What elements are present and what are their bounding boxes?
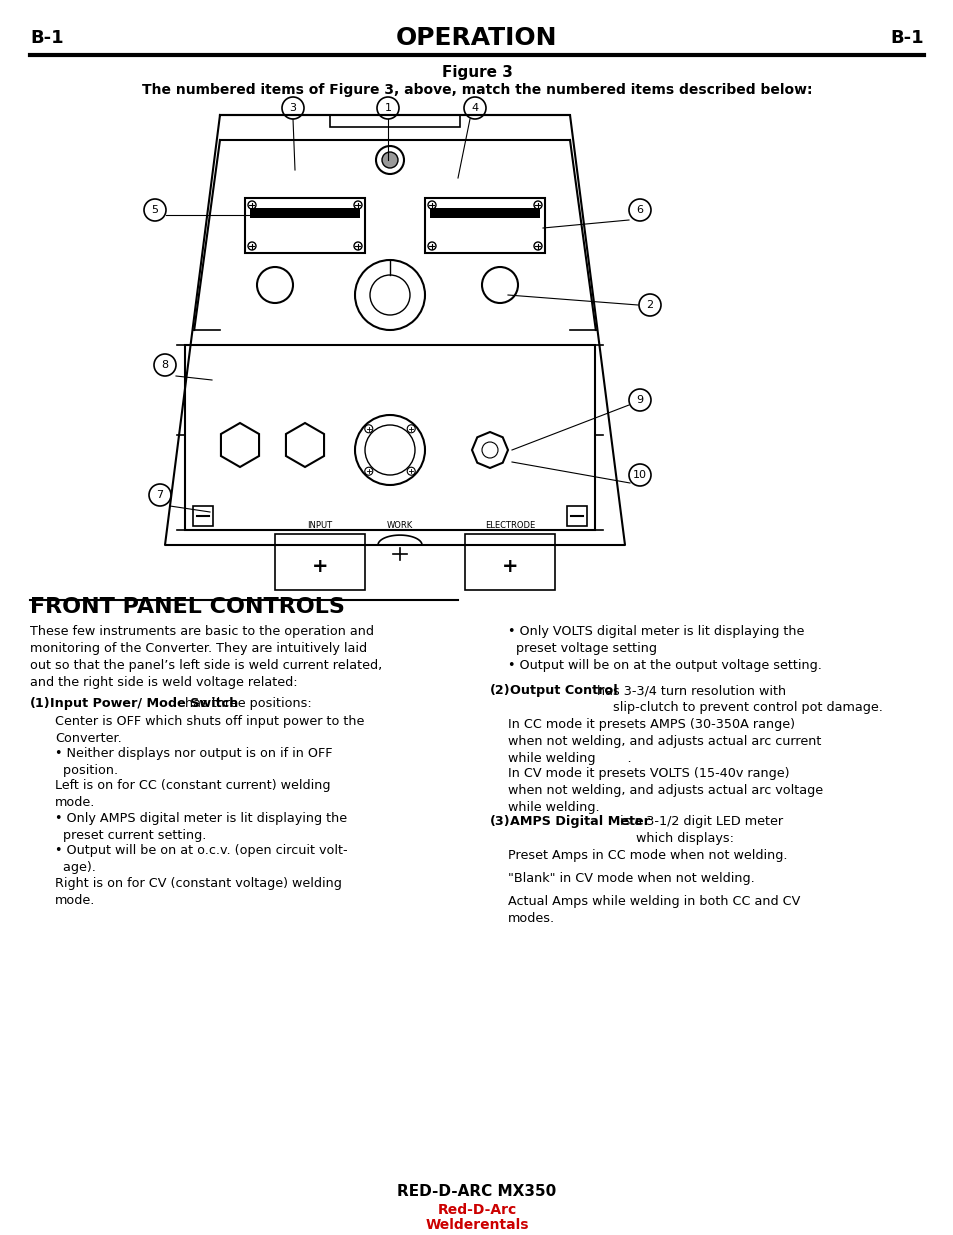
Text: OPERATION: OPERATION xyxy=(395,26,558,49)
Text: INPUT: INPUT xyxy=(307,520,333,530)
Circle shape xyxy=(282,98,304,119)
Text: 5: 5 xyxy=(152,205,158,215)
Text: Preset Amps in CC mode when not welding.: Preset Amps in CC mode when not welding. xyxy=(507,850,786,862)
Text: AMPS Digital Meter: AMPS Digital Meter xyxy=(510,815,649,829)
FancyBboxPatch shape xyxy=(245,198,365,253)
Text: 7: 7 xyxy=(156,490,163,500)
Circle shape xyxy=(381,152,397,168)
Text: • Only VOLTS digital meter is lit displaying the
  preset voltage setting: • Only VOLTS digital meter is lit displa… xyxy=(507,625,803,655)
Text: 10: 10 xyxy=(633,471,646,480)
Text: Welderentals: Welderentals xyxy=(425,1218,528,1233)
Text: • Neither displays nor output is on if in OFF
  position.: • Neither displays nor output is on if i… xyxy=(55,747,333,777)
Text: Input Power/ Mode Switch: Input Power/ Mode Switch xyxy=(50,697,238,710)
Text: 3: 3 xyxy=(289,103,296,112)
Text: +: + xyxy=(501,557,517,577)
Text: Red-D-Arc: Red-D-Arc xyxy=(436,1203,517,1216)
Text: Right is on for CV (constant voltage) welding
mode.: Right is on for CV (constant voltage) we… xyxy=(55,877,341,906)
Text: 6: 6 xyxy=(636,205,643,215)
Bar xyxy=(250,207,359,219)
Text: 9: 9 xyxy=(636,395,643,405)
Text: These few instruments are basic to the operation and
monitoring of the Converter: These few instruments are basic to the o… xyxy=(30,625,382,689)
Text: has 3-3/4 turn resolution with
     slip-clutch to prevent control pot damage.: has 3-3/4 turn resolution with slip-clut… xyxy=(593,684,882,714)
Circle shape xyxy=(639,294,660,316)
Bar xyxy=(193,506,213,526)
Text: In CC mode it presets AMPS (30-350A range)
when not welding, and adjusts actual : In CC mode it presets AMPS (30-350A rang… xyxy=(507,718,821,766)
Text: RED-D-ARC MX350: RED-D-ARC MX350 xyxy=(397,1184,556,1199)
Text: Figure 3: Figure 3 xyxy=(441,64,512,79)
Text: is a 3-1/2 digit LED meter
     which displays:: is a 3-1/2 digit LED meter which display… xyxy=(616,815,782,845)
Text: Actual Amps while welding in both CC and CV
modes.: Actual Amps while welding in both CC and… xyxy=(507,895,800,925)
Circle shape xyxy=(153,354,175,375)
Text: +: + xyxy=(312,557,328,577)
Text: WORK: WORK xyxy=(387,520,413,530)
FancyBboxPatch shape xyxy=(424,198,544,253)
Text: Left is on for CC (constant current) welding
mode.: Left is on for CC (constant current) wel… xyxy=(55,779,330,809)
Text: (1): (1) xyxy=(30,697,51,710)
Text: (2): (2) xyxy=(490,684,510,698)
Bar xyxy=(274,534,365,590)
Circle shape xyxy=(376,98,398,119)
Text: 4: 4 xyxy=(471,103,478,112)
Text: FRONT PANEL CONTROLS: FRONT PANEL CONTROLS xyxy=(30,597,345,618)
Text: • Output will be on at o.c.v. (open circuit volt-
  age).: • Output will be on at o.c.v. (open circ… xyxy=(55,845,347,874)
Bar xyxy=(464,534,555,590)
Text: • Only AMPS digital meter is lit displaying the
  preset current setting.: • Only AMPS digital meter is lit display… xyxy=(55,811,347,842)
Circle shape xyxy=(628,464,650,487)
Circle shape xyxy=(628,199,650,221)
Circle shape xyxy=(144,199,166,221)
Text: In CV mode it presets VOLTS (15-40v range)
when not welding, and adjusts actual : In CV mode it presets VOLTS (15-40v rang… xyxy=(507,767,822,814)
Text: • Output will be on at the output voltage setting.: • Output will be on at the output voltag… xyxy=(507,658,821,672)
Bar xyxy=(430,207,539,219)
Text: has three positions:: has three positions: xyxy=(181,697,312,710)
Bar xyxy=(185,345,595,530)
Text: Output Control: Output Control xyxy=(510,684,618,698)
Circle shape xyxy=(149,484,171,506)
Text: ELECTRODE: ELECTRODE xyxy=(484,520,535,530)
Text: Center is OFF which shuts off input power to the
Converter.: Center is OFF which shuts off input powe… xyxy=(55,715,364,745)
Bar xyxy=(566,506,586,526)
Text: The numbered items of Figure 3, above, match the numbered items described below:: The numbered items of Figure 3, above, m… xyxy=(142,83,811,98)
Text: 8: 8 xyxy=(161,359,169,370)
Circle shape xyxy=(463,98,485,119)
Text: B-1: B-1 xyxy=(30,28,64,47)
Text: 2: 2 xyxy=(646,300,653,310)
Text: B-1: B-1 xyxy=(889,28,923,47)
Text: (3): (3) xyxy=(490,815,510,829)
Circle shape xyxy=(628,389,650,411)
Text: "Blank" in CV mode when not welding.: "Blank" in CV mode when not welding. xyxy=(507,872,754,885)
Text: 1: 1 xyxy=(384,103,391,112)
